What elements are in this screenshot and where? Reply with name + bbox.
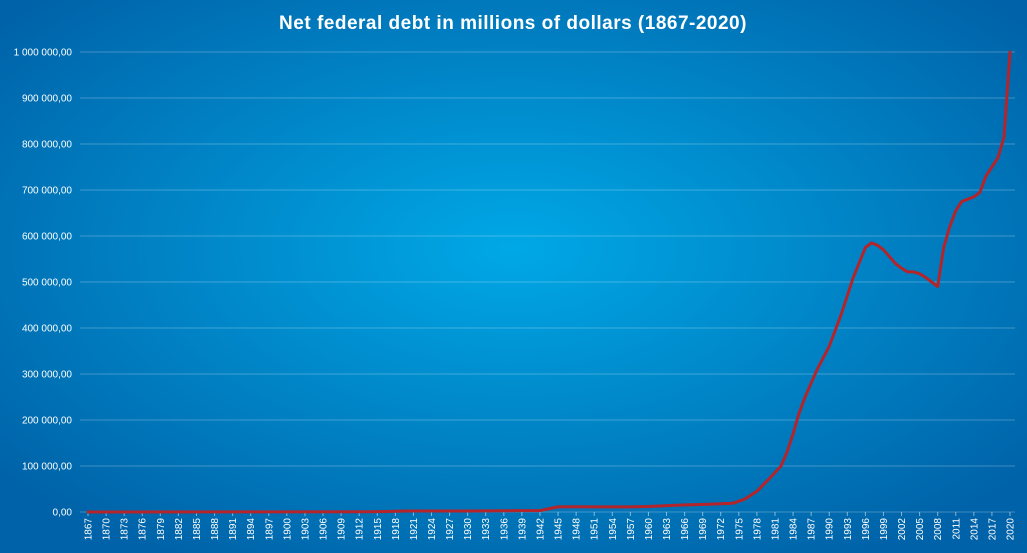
x-tick-label: 1894 (246, 518, 257, 541)
x-tick-label: 1951 (590, 518, 601, 541)
x-tick-label: 1891 (228, 518, 239, 541)
x-tick-label: 1924 (427, 518, 438, 541)
y-tick-label: 600 000,00 (22, 232, 72, 243)
x-tick-label: 1942 (535, 518, 546, 541)
y-tick-label: 400 000,00 (22, 324, 72, 335)
x-tick-label: 1879 (156, 518, 167, 541)
data-line (86, 50, 1012, 514)
x-tick-label: 1921 (409, 518, 420, 541)
x-tick-label: 1954 (608, 518, 619, 541)
x-tick-label: 1966 (680, 518, 691, 541)
y-tick-label: 100 000,00 (22, 462, 72, 473)
x-tick-label: 1939 (517, 518, 528, 541)
x-tick-label: 1978 (752, 518, 763, 541)
x-tick-label: 1912 (355, 518, 366, 541)
x-tick-label: 1900 (282, 518, 293, 541)
x-tick-label: 1885 (192, 518, 203, 541)
x-tick-label: 2014 (969, 518, 980, 541)
x-tick-label: 1897 (264, 518, 275, 541)
x-tick-label: 1909 (337, 518, 348, 541)
x-tick-label: 1963 (662, 518, 673, 541)
x-tick-label: 1990 (825, 518, 836, 541)
x-tick-label: 1876 (138, 518, 149, 541)
y-tick-label: 500 000,00 (22, 278, 72, 289)
x-tick-label: 2011 (951, 518, 962, 540)
x-tick-label: 2002 (897, 518, 908, 541)
x-tick-label: 1903 (300, 518, 311, 541)
x-tick-label: 1873 (120, 518, 131, 541)
x-tick-label: 2005 (915, 518, 926, 541)
x-tick-label: 1948 (572, 518, 583, 541)
x-tick-label: 1957 (626, 518, 637, 541)
x-tick-label: 1930 (463, 518, 474, 541)
x-tick-label: 1888 (210, 518, 221, 541)
x-tick-label: 1936 (499, 518, 510, 541)
x-tick-label: 1996 (861, 518, 872, 541)
x-tick-label: 1987 (807, 518, 818, 541)
x-tick-label: 1981 (770, 518, 781, 541)
x-tick-label: 1975 (734, 518, 745, 541)
x-tick-label: 1945 (554, 518, 565, 541)
y-tick-label: 900 000,00 (22, 94, 72, 105)
y-tick-label: 300 000,00 (22, 370, 72, 381)
x-tick-label: 1906 (319, 518, 330, 541)
x-tick-label: 1927 (445, 518, 456, 541)
x-tick-label: 2020 (1006, 518, 1017, 541)
y-tick-label: 200 000,00 (22, 416, 72, 427)
chart-title: Net federal debt in millions of dollars … (279, 13, 747, 34)
x-tick-label: 1870 (102, 518, 113, 541)
x-tick-label: 1993 (843, 518, 854, 541)
x-tick-label: 1999 (879, 518, 890, 541)
x-tick-label: 1972 (716, 518, 727, 541)
x-tick-label: 2008 (933, 518, 944, 541)
x-tick-label: 1984 (789, 518, 800, 541)
x-tick-label: 1918 (391, 518, 402, 541)
y-tick-label: 700 000,00 (22, 186, 72, 197)
y-tick-label: 1 000 000,00 (14, 48, 73, 59)
y-tick-label: 800 000,00 (22, 140, 72, 151)
x-tick-label: 1960 (644, 518, 655, 541)
x-tick-label: 1933 (481, 518, 492, 541)
x-tick-label: 1969 (698, 518, 709, 541)
y-tick-label: 0,00 (53, 508, 73, 519)
x-tick-label: 1882 (174, 518, 185, 541)
x-tick-label: 1867 (84, 518, 95, 541)
x-tick-label: 2017 (987, 518, 998, 541)
x-tick-label: 1915 (373, 518, 384, 541)
